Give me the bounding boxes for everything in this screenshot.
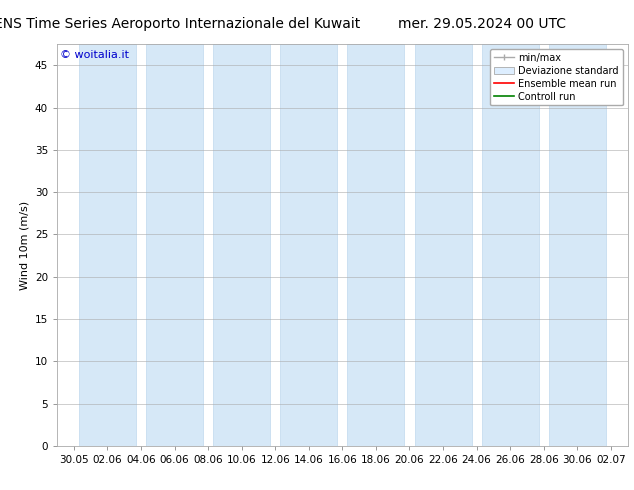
Text: mer. 29.05.2024 00 UTC: mer. 29.05.2024 00 UTC	[398, 17, 566, 31]
Y-axis label: Wind 10m (m/s): Wind 10m (m/s)	[19, 200, 29, 290]
Bar	[482, 44, 539, 446]
Bar	[549, 44, 606, 446]
Bar	[146, 44, 203, 446]
Bar	[347, 44, 404, 446]
Bar	[213, 44, 270, 446]
Bar	[415, 44, 472, 446]
Legend: min/max, Deviazione standard, Ensemble mean run, Controll run: min/max, Deviazione standard, Ensemble m…	[490, 49, 623, 105]
Bar	[79, 44, 136, 446]
Text: © woitalia.it: © woitalia.it	[60, 50, 129, 60]
Text: ENS Time Series Aeroporto Internazionale del Kuwait: ENS Time Series Aeroporto Internazionale…	[0, 17, 361, 31]
Bar	[280, 44, 337, 446]
